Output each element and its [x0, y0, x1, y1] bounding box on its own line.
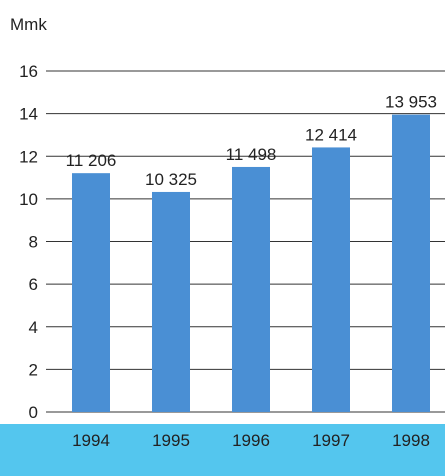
- y-tick-label: 2: [29, 360, 38, 379]
- bar-1996: [232, 166, 270, 412]
- bar-1995: [152, 191, 190, 412]
- y-tick-label: 0: [29, 403, 38, 422]
- y-tick-label: 16: [19, 62, 38, 81]
- x-tick-label: 1995: [152, 431, 190, 450]
- y-axis-ticks: 0 2 4 6 8 10 12 14 16: [19, 62, 38, 422]
- y-tick-label: 12: [19, 147, 38, 166]
- x-tick-label: 1994: [72, 431, 110, 450]
- data-label: 12 414: [305, 125, 357, 144]
- data-labels: 11 206 10 325 11 498 12 414 13 953: [66, 93, 437, 189]
- data-label: 11 498: [226, 145, 277, 164]
- bars: [72, 114, 430, 413]
- y-tick-label: 4: [29, 318, 38, 337]
- data-label: 10 325: [145, 170, 197, 189]
- y-tick-label: 6: [29, 275, 38, 294]
- y-tick-label: 10: [19, 190, 38, 209]
- x-tick-label: 1997: [312, 431, 350, 450]
- data-label: 11 206: [66, 151, 117, 170]
- x-tick-label: 1996: [232, 431, 270, 450]
- bar-1998: [392, 114, 430, 413]
- y-tick-label: 14: [19, 105, 38, 124]
- x-axis-band: [0, 424, 445, 476]
- bar-1997: [312, 147, 350, 412]
- y-tick-label: 8: [29, 233, 38, 252]
- x-tick-label: 1998: [392, 431, 430, 450]
- x-axis-labels: 1994 1995 1996 1997 1998: [72, 431, 430, 450]
- bar-1994: [72, 173, 110, 412]
- data-label: 13 953: [385, 93, 437, 112]
- unit-label: Mmk: [10, 15, 47, 34]
